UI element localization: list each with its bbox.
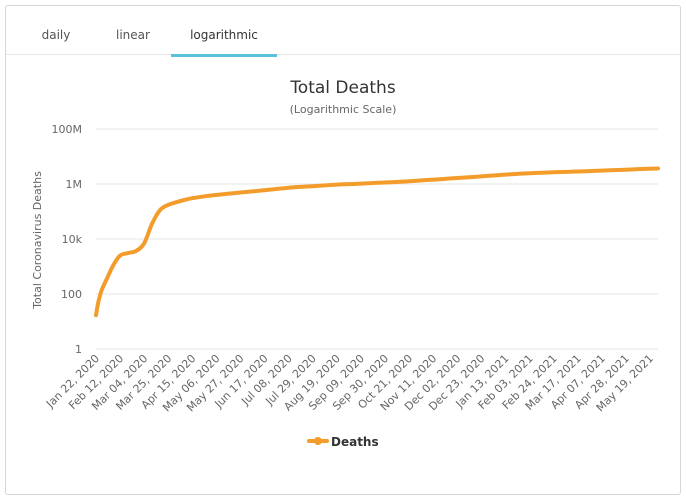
series-line-deaths[interactable] — [94, 166, 660, 318]
chart-legend[interactable]: Deaths — [307, 435, 379, 449]
tab-logarithmic[interactable]: logarithmic — [171, 6, 277, 57]
chart-subtitle: (Logarithmic Scale) — [290, 103, 397, 116]
tab-daily[interactable]: daily — [41, 28, 71, 42]
y-axis-label: Total Coronavirus Deaths — [31, 171, 44, 310]
y-tick-label: 10k — [62, 233, 83, 246]
y-tick-label: 100 — [61, 288, 82, 301]
chart-card: daily linear logarithmic — [5, 5, 681, 495]
tab-bar: daily linear logarithmic — [6, 6, 680, 57]
y-tick-label: 1 — [75, 343, 82, 356]
chart-title: Total Deaths — [289, 78, 396, 98]
tab-linear[interactable]: linear — [116, 28, 150, 42]
y-tick-label: 1M — [66, 178, 83, 191]
y-tick-label: 100M — [52, 123, 83, 136]
legend-label-deaths: Deaths — [331, 435, 379, 449]
legend-marker — [314, 437, 322, 445]
